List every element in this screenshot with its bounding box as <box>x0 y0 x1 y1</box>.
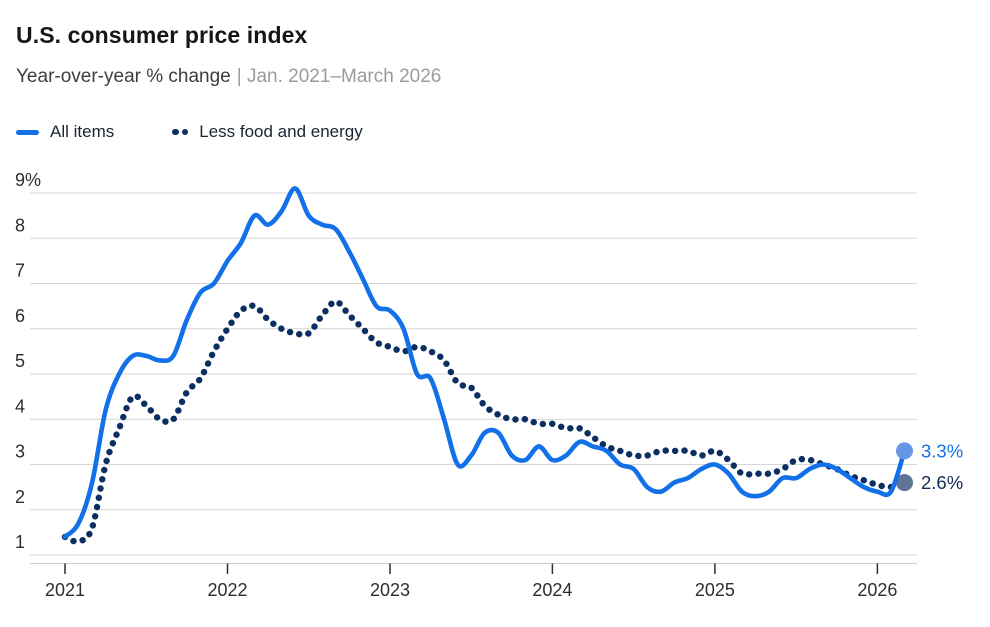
legend-item-less-food-energy: Less food and energy <box>172 122 363 142</box>
y-axis-label: 4 <box>15 396 25 416</box>
y-axis-label: 8 <box>15 215 25 235</box>
y-axis-label: 7 <box>15 261 25 281</box>
x-axis-label: 2021 <box>45 580 85 600</box>
x-axis-label: 2024 <box>532 580 572 600</box>
less-food-energy-end-marker <box>896 474 913 492</box>
chart-legend: All items Less food and energy <box>16 122 363 142</box>
all-items-line-swatch <box>16 129 39 135</box>
chart-title: U.S. consumer price index <box>16 22 308 48</box>
subtitle-metric: Year-over-year % change <box>16 66 231 87</box>
legend-label-less-food-energy: Less food and energy <box>199 122 363 141</box>
x-axis-label: 2026 <box>857 580 897 600</box>
y-axis-label: 5 <box>15 351 25 371</box>
chart-subtitle: Year-over-year % change | Jan. 2021–March… <box>16 66 441 88</box>
legend-label-all-items: All items <box>50 122 115 141</box>
less-food-energy-end-label: 2.6% <box>921 472 963 493</box>
all-items-end-marker <box>896 442 913 460</box>
y-axis-label: 2 <box>15 487 25 507</box>
y-axis-label: 6 <box>15 306 25 326</box>
less-food-energy-line <box>61 298 908 545</box>
legend-item-all-items: All items <box>16 122 114 142</box>
x-axis-label: 2022 <box>207 580 247 600</box>
y-axis-label: 3 <box>15 442 25 462</box>
x-axis-label: 2023 <box>370 580 410 600</box>
all-items-line <box>62 186 907 540</box>
subtitle-date-range: | Jan. 2021–March 2026 <box>236 66 442 87</box>
y-axis-label: 9% <box>15 170 41 190</box>
x-axis-label: 2025 <box>695 580 735 600</box>
less-food-energy-dots-swatch <box>172 128 189 136</box>
all-items-end-label: 3.3% <box>921 440 963 461</box>
y-axis-label: 1 <box>15 532 25 552</box>
